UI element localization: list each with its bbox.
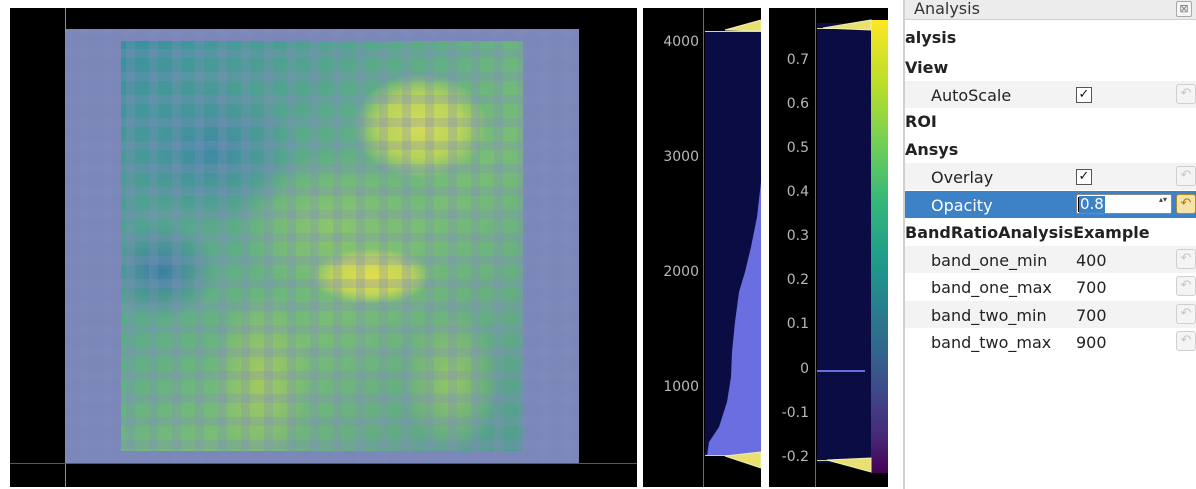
tick-label: -0.1 <box>781 405 809 421</box>
property-value[interactable]: 900 <box>1076 333 1107 352</box>
close-icon[interactable]: ⊠ <box>1176 1 1192 17</box>
group-label: View <box>905 58 949 77</box>
property-row-band-two-max[interactable]: band_two_max 900 ↶ <box>905 328 1196 355</box>
overlay-grid-pattern <box>66 29 579 463</box>
tick-label: 4000 <box>663 34 699 50</box>
property-label: band_two_min <box>931 306 1047 325</box>
property-label: Opacity <box>931 196 993 215</box>
reset-icon[interactable]: ↶ <box>1176 276 1196 296</box>
histogram-right-plot <box>817 23 871 463</box>
properties-title: Analysis <box>914 0 980 18</box>
opacity-value[interactable]: 0.8 <box>1079 195 1105 213</box>
tick-label: 1000 <box>663 379 699 395</box>
histogram-left-axis <box>703 8 704 487</box>
histogram-left-plot <box>705 32 761 456</box>
reset-icon[interactable]: ↶ <box>1176 194 1196 214</box>
property-label: band_one_min <box>931 251 1048 270</box>
property-label: band_two_max <box>931 333 1052 352</box>
properties-titlebar: Analysis ⊠ <box>905 0 1196 20</box>
histogram-left-top-handle[interactable] <box>705 16 761 36</box>
group-band-ratio[interactable]: BandRatioAnalysisExample <box>905 219 1196 246</box>
reset-icon[interactable]: ↶ <box>1176 166 1196 186</box>
property-row-autoscale[interactable]: AutoScale ✓ ↶ <box>905 81 1196 108</box>
group-label: ROI <box>905 112 937 131</box>
overlay-checkbox[interactable]: ✓ <box>1076 169 1092 185</box>
property-label: Overlay <box>931 168 994 187</box>
property-row-band-one-min[interactable]: band_one_min 400 ↶ <box>905 246 1196 273</box>
tick-label: 3000 <box>663 149 699 165</box>
tick-label: 0.4 <box>786 184 809 200</box>
property-row-band-one-max[interactable]: band_one_max 700 ↶ <box>905 273 1196 300</box>
tick-label: 2000 <box>663 264 699 280</box>
histogram-left-region-top[interactable] <box>705 31 761 32</box>
image-view[interactable] <box>10 8 637 487</box>
analysis-image <box>121 41 523 451</box>
tick-label: 0.5 <box>786 140 809 156</box>
group-view[interactable]: View <box>905 54 1196 81</box>
property-label: band_one_max <box>931 278 1052 297</box>
property-row-overlay[interactable]: Overlay ✓ ↶ <box>905 163 1196 190</box>
group-label: Ansys <box>905 140 959 159</box>
group-ansys[interactable]: Ansys <box>905 136 1196 163</box>
colorbar <box>871 20 888 473</box>
histogram-right-bar <box>817 370 865 372</box>
group-roi[interactable]: ROI <box>905 108 1196 135</box>
group-analysis[interactable]: alysis <box>905 24 1196 51</box>
histogram-left-bottom-handle[interactable] <box>705 450 761 472</box>
tick-label: 0.1 <box>786 316 809 332</box>
group-label: alysis <box>905 28 957 47</box>
properties-panel: Analysis ⊠ alysis View AutoScale ✓ ↶ ROI… <box>903 0 1196 489</box>
property-value[interactable]: 700 <box>1076 306 1107 325</box>
tick-label: 0 <box>800 361 809 377</box>
tick-label: 0.6 <box>786 96 809 112</box>
histogram-right-axis <box>815 8 816 487</box>
property-row-opacity[interactable]: Opacity 0.8 ▴▾ ↶ <box>905 191 1196 218</box>
tick-label: 0.7 <box>786 52 809 68</box>
histogram-right[interactable]: 0.7 0.6 0.5 0.4 0.3 0.2 0.1 0 -0.1 -0.2 <box>769 8 888 487</box>
histogram-left[interactable]: 4000 3000 2000 1000 <box>643 8 761 487</box>
text-caret <box>1078 197 1079 212</box>
crosshair-vertical[interactable] <box>65 8 66 487</box>
reset-icon[interactable]: ↶ <box>1176 84 1196 104</box>
tick-label: -0.2 <box>781 449 809 465</box>
reset-icon[interactable]: ↶ <box>1176 304 1196 324</box>
property-label: AutoScale <box>931 86 1012 105</box>
tick-label: 0.2 <box>786 272 809 288</box>
property-value[interactable]: 400 <box>1076 251 1107 270</box>
crosshair-horizontal[interactable] <box>10 463 637 464</box>
reset-icon[interactable]: ↶ <box>1176 331 1196 351</box>
property-value[interactable]: 700 <box>1076 278 1107 297</box>
opacity-spinbox[interactable]: 0.8 ▴▾ <box>1076 194 1172 214</box>
tick-label: 0.3 <box>786 228 809 244</box>
group-label: BandRatioAnalysisExample <box>905 223 1150 242</box>
histogram-right-top-handle[interactable] <box>819 14 873 34</box>
spin-arrows-icon[interactable]: ▴▾ <box>1158 195 1168 204</box>
reset-icon[interactable]: ↶ <box>1176 249 1196 269</box>
autoscale-checkbox[interactable]: ✓ <box>1076 87 1092 103</box>
histogram-right-bottom-handle[interactable] <box>819 454 873 476</box>
property-row-band-two-min[interactable]: band_two_min 700 ↶ <box>905 301 1196 328</box>
histogram-left-bars <box>707 182 761 456</box>
